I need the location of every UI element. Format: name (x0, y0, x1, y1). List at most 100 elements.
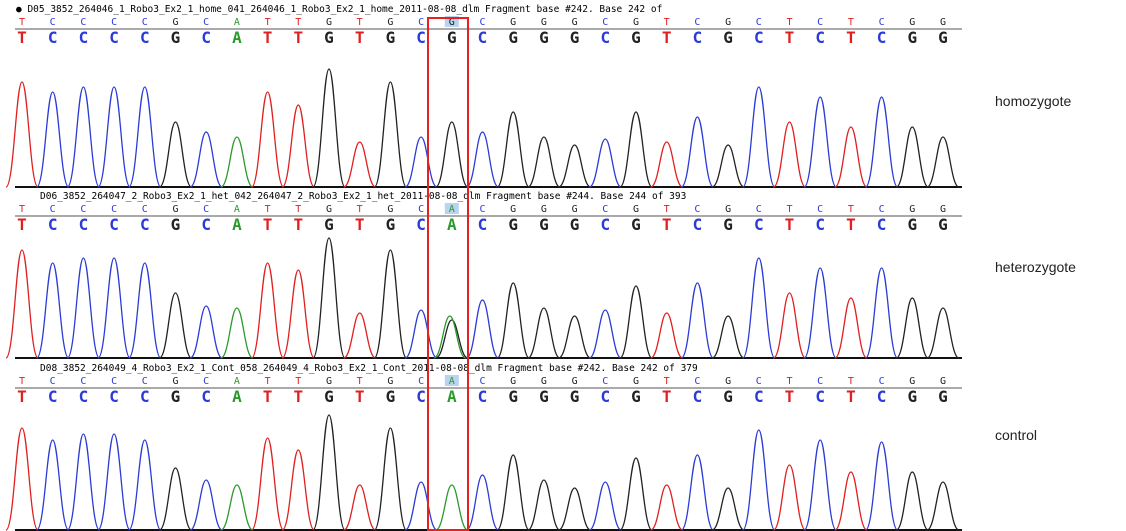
base-call: C (693, 215, 703, 234)
base-call-small: C (817, 17, 823, 28)
trace-peak (559, 316, 591, 358)
trace-peak (743, 87, 775, 187)
base-call: C (48, 387, 58, 406)
trace-peak (129, 263, 161, 358)
base-call: G (508, 387, 518, 406)
base-call-small: G (326, 376, 332, 387)
trace-panel: D08_3852_264049_4_Robo3_Ex2_1_Cont_058_2… (6, 363, 1037, 530)
base-call: G (386, 387, 396, 406)
trace-peak (160, 293, 192, 358)
trace-peak (344, 313, 376, 358)
base-call: A (232, 28, 242, 47)
base-call-small: C (602, 376, 608, 387)
trace-peak (774, 122, 806, 187)
trace-peak (866, 268, 898, 358)
base-call: A (232, 215, 242, 234)
trace-peak (6, 428, 38, 530)
base-call-small: A (234, 17, 240, 28)
base-call-small: G (633, 376, 639, 387)
trace-peak (252, 438, 284, 530)
trace-peak (589, 310, 621, 358)
base-call: G (171, 28, 181, 47)
base-call-small: G (541, 204, 547, 215)
base-call: C (79, 215, 89, 234)
trace-peak (528, 137, 560, 187)
base-call: C (600, 215, 610, 234)
chromatogram-figure: ● D05_3852_264046_1_Robo3_Ex2_1_home_041… (0, 0, 1126, 531)
trace-peak (67, 258, 99, 358)
base-call: C (109, 387, 119, 406)
base-call-small: C (756, 17, 762, 28)
trace-peak (620, 458, 652, 530)
base-call-small: C (694, 204, 700, 215)
base-call: C (48, 28, 58, 47)
base-call: G (723, 215, 733, 234)
base-call: G (938, 28, 948, 47)
trace-peak (896, 127, 928, 187)
base-call: C (815, 215, 825, 234)
base-call-small: G (725, 204, 731, 215)
trace-peak (866, 442, 898, 530)
base-call: G (539, 387, 549, 406)
base-call-small: C (756, 376, 762, 387)
trace-peak (160, 468, 192, 530)
trace-peak (282, 450, 314, 530)
base-call-small: T (664, 376, 670, 387)
trace-peak (589, 482, 621, 530)
base-call: A (232, 387, 242, 406)
trace-peak (436, 320, 468, 358)
base-call: G (570, 215, 580, 234)
base-call-small: T (357, 376, 363, 387)
base-call: A (447, 387, 457, 406)
base-call: C (754, 387, 764, 406)
trace-peak (559, 145, 591, 187)
trace-peak (313, 238, 345, 358)
base-call: T (355, 28, 365, 47)
trace-peak (804, 440, 836, 530)
base-call-small: G (172, 17, 178, 28)
base-call-small: C (756, 204, 762, 215)
trace-peak (835, 298, 867, 358)
base-call: G (907, 215, 917, 234)
base-call: C (877, 28, 887, 47)
trace-peak (221, 137, 253, 187)
trace-peak (743, 258, 775, 358)
base-call-small: C (879, 17, 885, 28)
base-call: C (478, 28, 488, 47)
base-call: C (600, 387, 610, 406)
trace-peak (743, 430, 775, 530)
base-call-small: T (786, 204, 792, 215)
base-call-small: T (295, 17, 301, 28)
base-call-small: T (786, 17, 792, 28)
base-call: G (447, 28, 457, 47)
base-call-small: C (203, 204, 209, 215)
trace-peak (6, 250, 38, 358)
base-call: C (109, 28, 119, 47)
trace-peak (774, 465, 806, 530)
trace-peak (620, 286, 652, 358)
trace-peak (589, 139, 621, 187)
base-call-small: T (848, 376, 854, 387)
trace-peak (651, 313, 683, 358)
base-call: T (846, 215, 856, 234)
trace-peak (313, 69, 345, 187)
base-call: G (907, 387, 917, 406)
sample-label: control (995, 427, 1037, 443)
base-call: G (171, 215, 181, 234)
trace-peak (436, 485, 468, 530)
base-call-small: C (142, 376, 148, 387)
base-call: C (754, 28, 764, 47)
base-call: C (140, 215, 150, 234)
base-call: C (416, 28, 426, 47)
base-call: G (907, 28, 917, 47)
trace-peak (712, 488, 744, 530)
sample-label: homozygote (995, 93, 1071, 109)
trace-header: D08_3852_264049_4_Robo3_Ex2_1_Cont_058_2… (40, 363, 698, 374)
base-call-small: C (418, 17, 424, 28)
trace-peak (681, 283, 713, 358)
base-call: C (201, 215, 211, 234)
trace-peak (6, 82, 38, 187)
base-call-small: G (510, 204, 516, 215)
base-call: C (140, 387, 150, 406)
base-call-small: C (602, 17, 608, 28)
